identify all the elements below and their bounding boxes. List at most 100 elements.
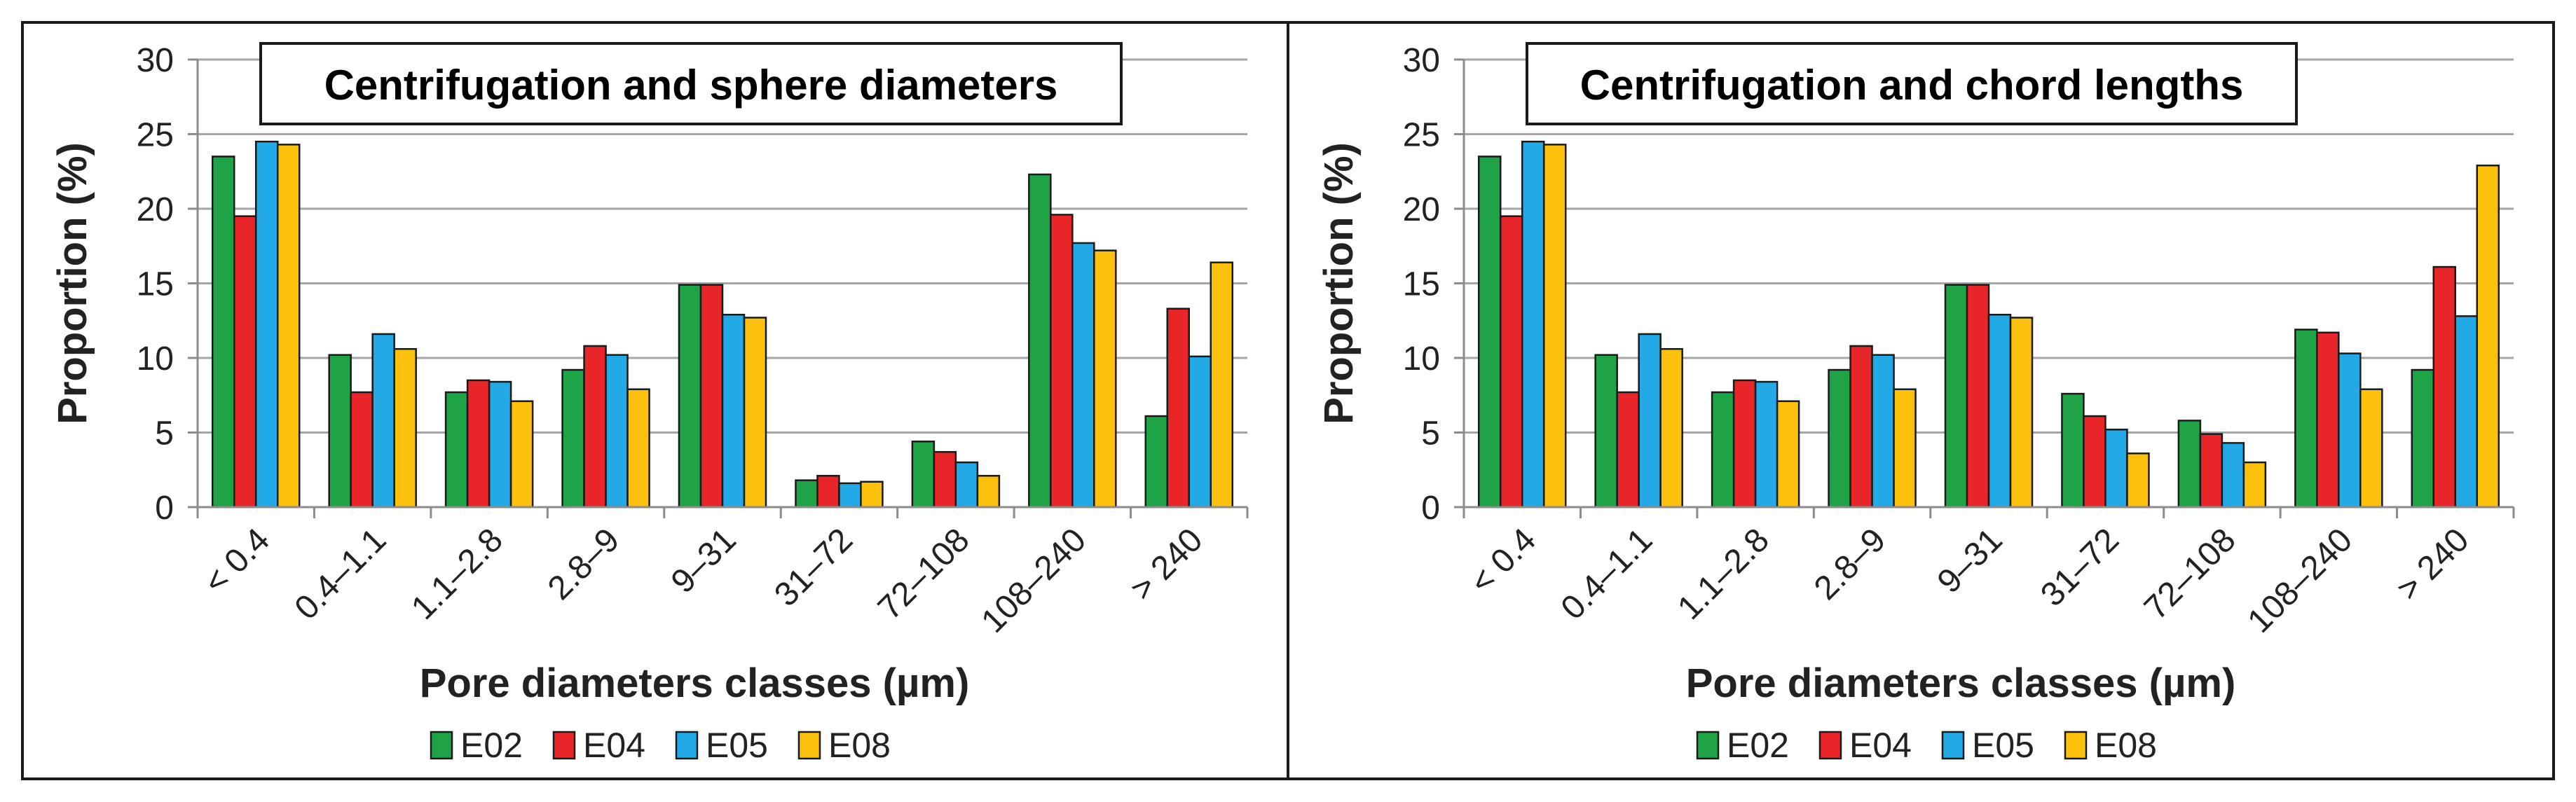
- bar-e04-6: [933, 450, 957, 509]
- bar-e02-4: [1944, 284, 1968, 509]
- legend-label-e08: E08: [2095, 726, 2157, 765]
- bar-e04-0: [1499, 215, 1523, 509]
- bar-e02-2: [1711, 391, 1735, 509]
- bar-e04-5: [2083, 415, 2106, 509]
- y-tick-label: 15: [1403, 266, 1440, 303]
- legend-label-e08: E08: [828, 726, 891, 765]
- legend-swatch-e05: [1941, 731, 1965, 760]
- bar-e08-5: [860, 480, 884, 509]
- bar-e08-0: [1542, 144, 1567, 509]
- bar-e05-6: [954, 461, 979, 509]
- bar-e05-8: [2454, 315, 2479, 509]
- y-tick-label: 20: [1403, 191, 1440, 228]
- bar-e04-4: [1966, 284, 1990, 509]
- bar-e05-3: [1871, 354, 1895, 509]
- y-tick-label: 5: [1421, 415, 1440, 452]
- bar-e02-5: [795, 479, 818, 509]
- legend-label-e02: E02: [1727, 726, 1789, 765]
- bar-e04-3: [1849, 345, 1873, 509]
- bar-e08-7: [2359, 388, 2383, 509]
- x-tick-label: 2.8–9: [541, 521, 626, 607]
- bar-e02-3: [1828, 368, 1851, 509]
- x-tick-label: 108–240: [974, 521, 1093, 640]
- bar-e04-8: [2432, 265, 2457, 509]
- bar-e05-7: [1071, 242, 1095, 509]
- bar-e02-1: [328, 354, 352, 509]
- y-tick-label: 30: [1403, 42, 1440, 79]
- legend-swatch-e02: [430, 731, 453, 760]
- x-tick-label: 2.8–9: [1807, 521, 1893, 607]
- bar-e02-3: [561, 368, 585, 509]
- bar-e05-0: [1521, 140, 1545, 509]
- bar-e08-1: [1659, 347, 1683, 509]
- bar-e08-8: [2476, 164, 2500, 509]
- legend-swatch-e08: [2064, 731, 2088, 760]
- x-tick-label: 31–72: [767, 521, 860, 614]
- x-tick-label: 1.1–2.8: [1671, 521, 1776, 627]
- bar-e05-2: [1754, 380, 1779, 509]
- bar-e02-8: [1144, 415, 1169, 509]
- bar-e05-7: [2338, 352, 2362, 509]
- bar-e08-5: [2126, 452, 2150, 509]
- bar-e08-3: [1893, 388, 1917, 509]
- bar-e02-4: [678, 284, 702, 509]
- bar-e05-5: [838, 482, 862, 509]
- chart-title-box: [259, 42, 1123, 125]
- x-tick-label: 0.4–1.1: [1554, 521, 1660, 627]
- x-tick-label: 0.4–1.1: [288, 521, 394, 627]
- bar-e04-1: [1616, 391, 1640, 509]
- legend-swatch-e04: [552, 731, 576, 760]
- legend-label-e04: E04: [1849, 726, 1912, 765]
- bar-e02-0: [1477, 155, 1502, 509]
- x-tick-label: 9–31: [1931, 521, 2010, 600]
- y-tick-label: 10: [1403, 340, 1440, 378]
- bar-e04-8: [1166, 307, 1191, 509]
- y-axis-title: Proportion (%): [1316, 142, 1362, 424]
- bar-e05-5: [2104, 428, 2128, 509]
- bar-e08-2: [509, 400, 534, 509]
- chart-title: Centrifugation and chord lengths: [1580, 62, 2244, 109]
- x-tick-label: 1.1–2.8: [404, 521, 510, 627]
- y-tick-label: 0: [155, 490, 174, 527]
- bar-e05-8: [1188, 355, 1212, 509]
- bar-e04-1: [350, 391, 374, 509]
- x-axis-title: Pore diameters classes (µm): [1686, 661, 2236, 706]
- bar-e05-1: [1638, 333, 1662, 509]
- y-tick-label: 25: [1403, 117, 1440, 154]
- y-tick-label: 5: [155, 415, 174, 452]
- bar-e02-5: [2061, 392, 2085, 509]
- x-tick-label: < 0.4: [197, 521, 277, 601]
- y-tick-label: 30: [137, 42, 174, 79]
- bar-e02-6: [911, 441, 936, 509]
- legend-label-e05: E05: [706, 726, 768, 765]
- bar-e05-4: [1987, 313, 2012, 509]
- bar-e04-3: [583, 345, 607, 509]
- bar-e05-6: [2221, 442, 2245, 509]
- x-tick-label: < 0.4: [1463, 521, 1543, 601]
- bar-e05-1: [371, 333, 395, 509]
- y-axis-title: Proportion (%): [50, 142, 95, 424]
- y-tick-label: 10: [137, 340, 174, 378]
- legend-label-e02: E02: [460, 726, 523, 765]
- bar-e02-1: [1594, 354, 1618, 509]
- y-tick-label: 25: [137, 117, 174, 154]
- bar-e08-7: [1093, 249, 1117, 509]
- bar-e05-3: [605, 354, 629, 509]
- bar-e08-0: [276, 144, 301, 509]
- x-tick-label: 31–72: [2034, 521, 2126, 614]
- bar-e05-4: [721, 313, 746, 509]
- bar-e02-6: [2177, 420, 2202, 509]
- bar-e04-2: [466, 379, 491, 509]
- bar-e05-0: [254, 140, 279, 509]
- bar-e04-6: [2199, 433, 2224, 509]
- chart-title-box: [1526, 42, 2298, 125]
- x-axis-title: Pore diameters classes (µm): [420, 661, 970, 706]
- bar-e08-4: [743, 317, 767, 509]
- bar-e02-7: [1028, 173, 1052, 509]
- bar-e08-6: [2242, 461, 2267, 509]
- bar-e02-2: [444, 391, 469, 509]
- bar-e08-2: [1776, 400, 1800, 509]
- y-tick-label: 0: [1421, 490, 1440, 527]
- bar-e08-6: [976, 475, 1001, 509]
